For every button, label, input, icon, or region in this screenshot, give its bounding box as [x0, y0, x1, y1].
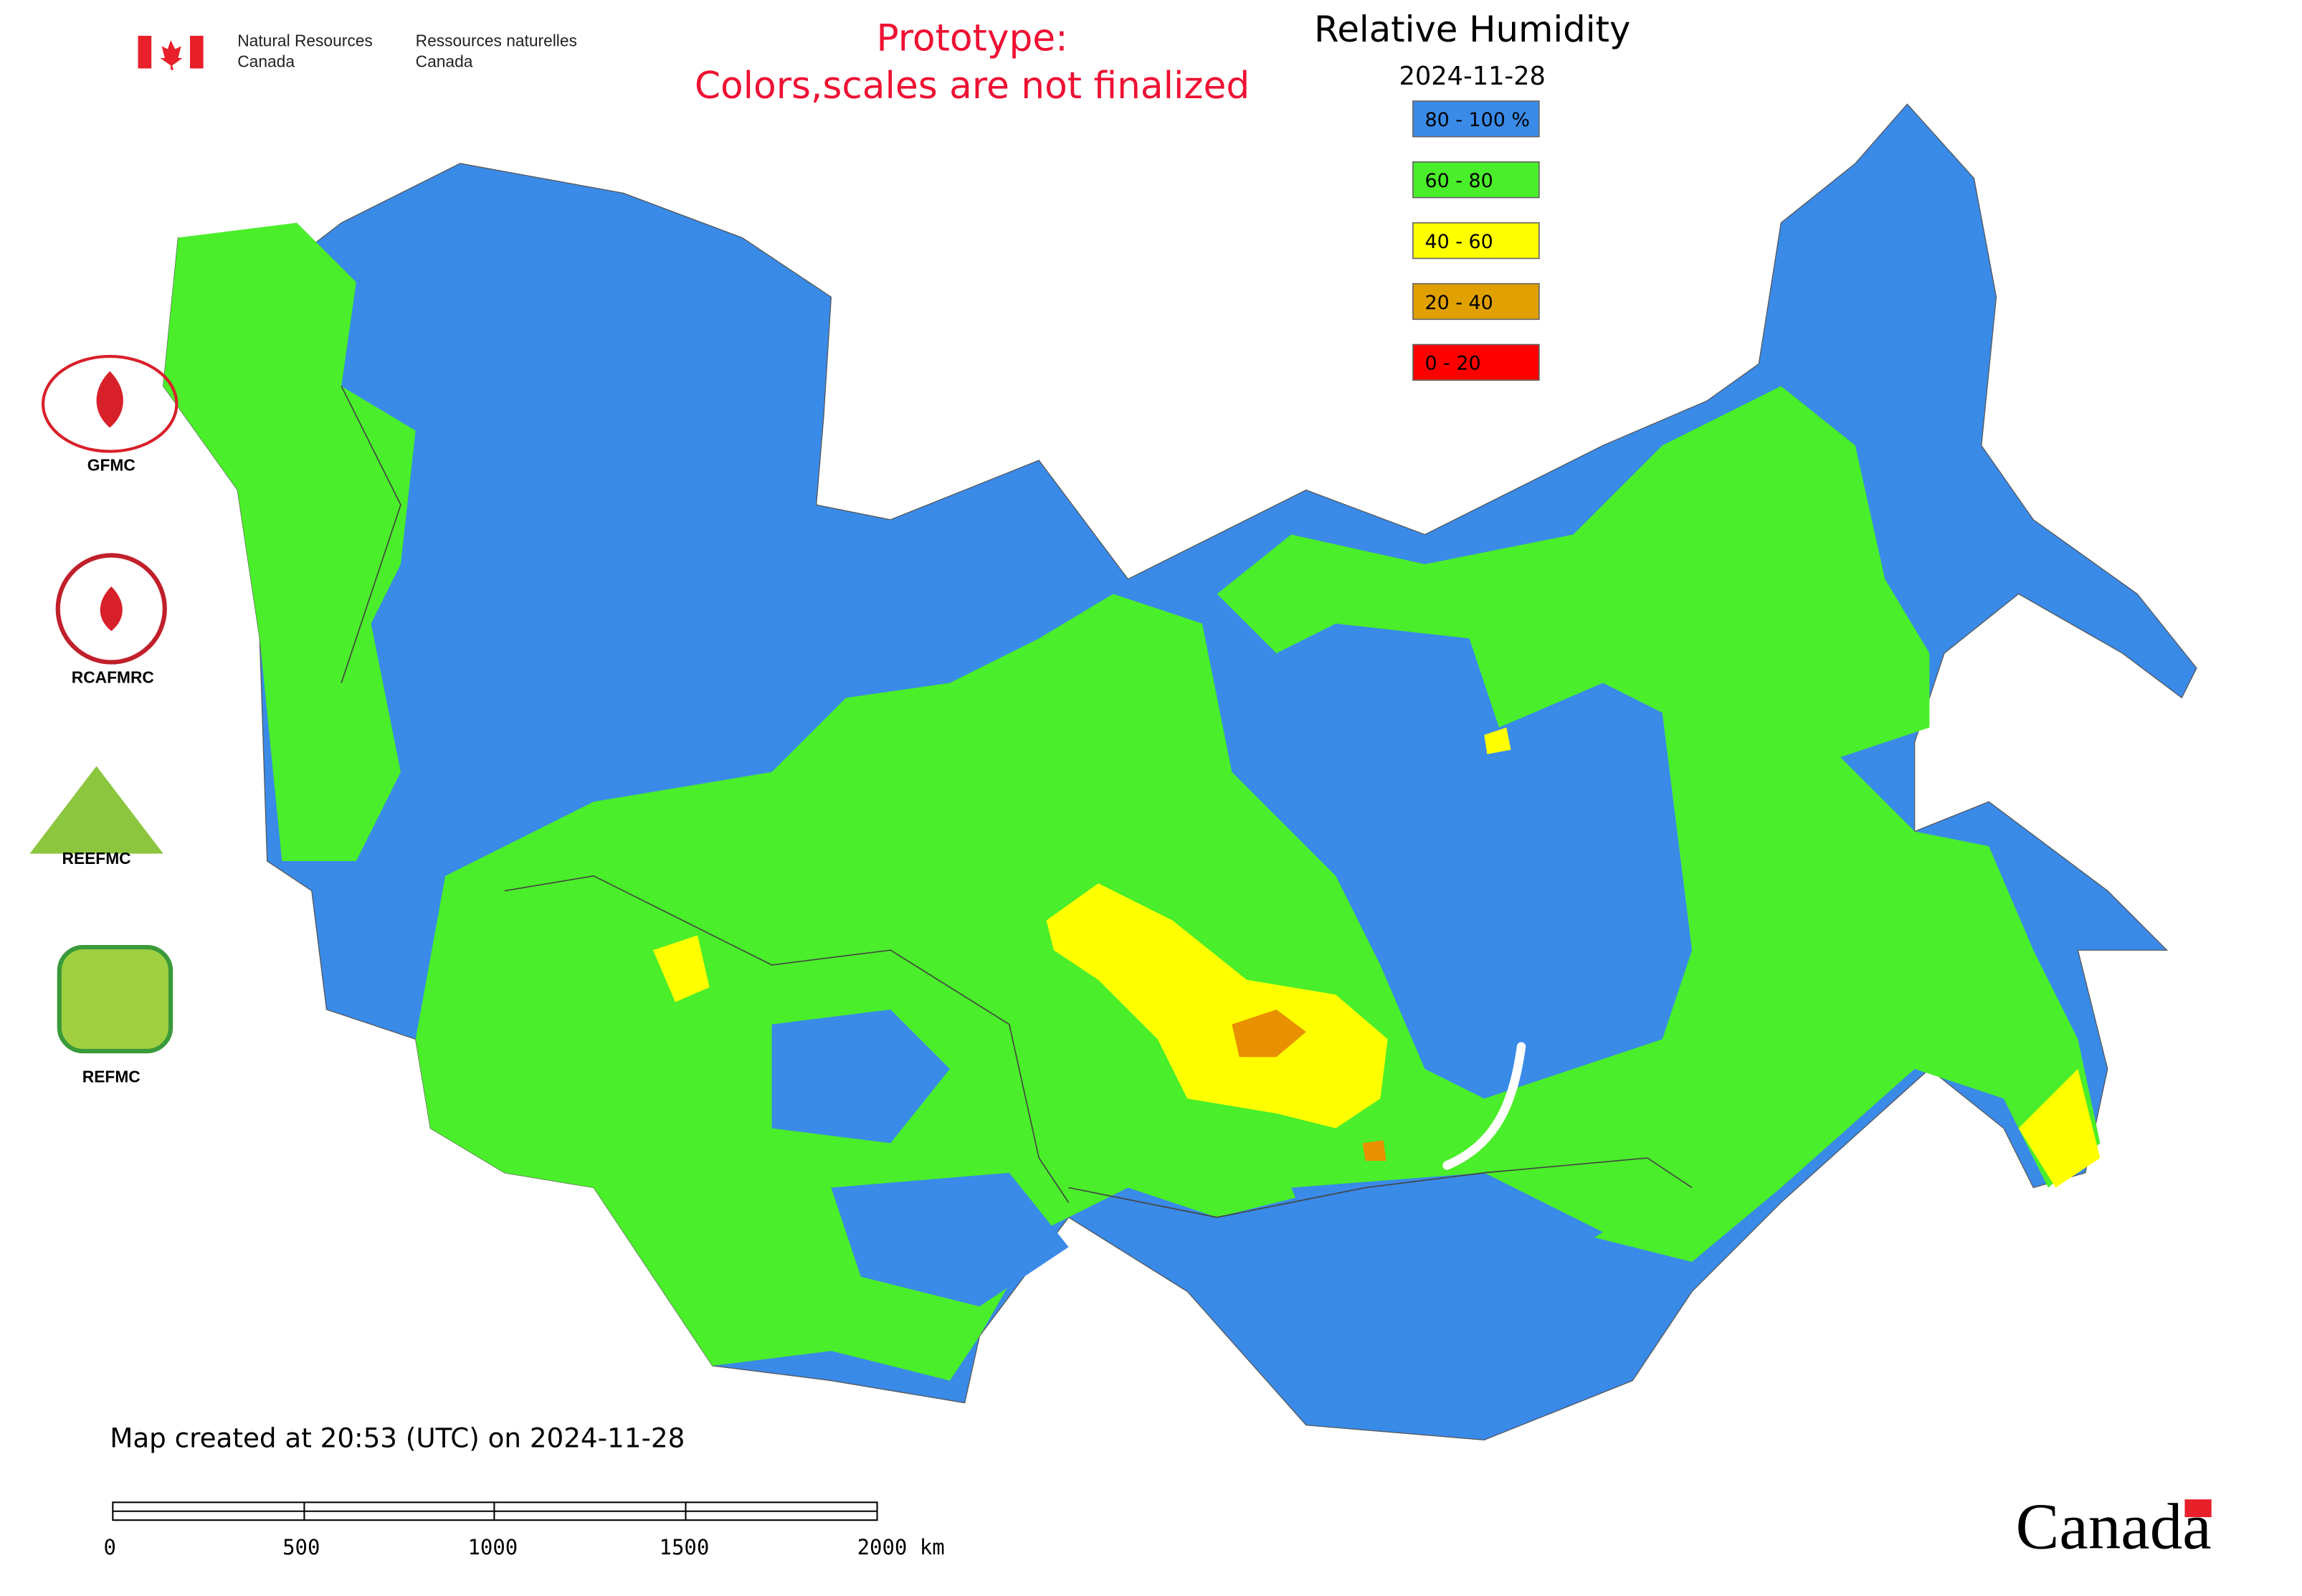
agency-en: Natural Resources — [237, 31, 373, 49]
scale-label: 1500 — [660, 1535, 710, 1559]
land-humid-patch — [771, 1010, 1603, 1307]
nrcan-signature: Natural Resources Canada Ressources natu… — [138, 31, 577, 70]
legend-swatch — [1412, 100, 1540, 138]
legend: 80 - 100 % 60 - 80 40 - 60 20 - 40 0 - 20 — [1412, 100, 1540, 381]
logos: GFMC RCAFMRC REEFMC REFMC — [29, 355, 179, 1086]
legend-swatch — [1412, 161, 1540, 199]
land-moderate — [163, 222, 416, 861]
scale-bar: 0 500 1000 1500 2000 km — [103, 1501, 945, 1559]
country-borders — [341, 386, 1693, 1218]
reefmc-logo — [29, 766, 163, 854]
agency-fr: Ressources naturelles — [416, 31, 577, 49]
map-date: 2024-11-28 — [1399, 62, 1546, 91]
legend-swatch — [1412, 282, 1540, 320]
land-dry — [652, 727, 2101, 1188]
legend-swatch — [1412, 222, 1540, 260]
scale-label: 500 — [282, 1535, 320, 1559]
legend-label: 40 - 60 — [1425, 231, 1493, 253]
land-very-dry — [1232, 1010, 1387, 1162]
canada-wordmark: Canada — [2016, 1491, 2212, 1563]
legend-label: 80 - 100 % — [1425, 109, 1530, 131]
legend-label: 60 - 80 — [1425, 170, 1493, 192]
flag-band — [189, 35, 204, 69]
logo-label: REFMC — [82, 1067, 141, 1086]
prototype-notice: Colors,scales are not finalized — [695, 65, 1250, 108]
logo-label: RCAFMRC — [72, 668, 154, 687]
prototype-notice: Prototype: — [876, 17, 1067, 60]
agency-en: Canada — [237, 52, 295, 70]
gfmc-logo — [41, 355, 179, 453]
created-note: Map created at 20:53 (UTC) on 2024-11-28 — [110, 1422, 685, 1454]
logo-label: REEFMC — [62, 849, 131, 868]
refmc-logo — [57, 944, 173, 1054]
maple-leaf — [160, 40, 183, 70]
logo-label: GFMC — [87, 456, 135, 475]
legend-label: 20 - 40 — [1425, 292, 1493, 314]
legend-label: 0 - 20 — [1425, 353, 1480, 375]
rcafmrc-flame — [100, 586, 123, 632]
gfmc-flame — [96, 371, 123, 428]
scale-label: 2000 km — [857, 1535, 945, 1559]
lake-baikal — [1442, 1042, 1526, 1170]
legend-swatch — [1412, 343, 1540, 381]
map — [163, 103, 2197, 1441]
scale-label: 1000 — [467, 1535, 518, 1559]
scale-label: 0 — [103, 1535, 115, 1559]
map-title: Relative Humidity — [1314, 9, 1630, 50]
flag-band — [138, 35, 152, 69]
wordmark-flag — [2184, 1499, 2212, 1518]
agency-fr: Canada — [416, 52, 473, 70]
